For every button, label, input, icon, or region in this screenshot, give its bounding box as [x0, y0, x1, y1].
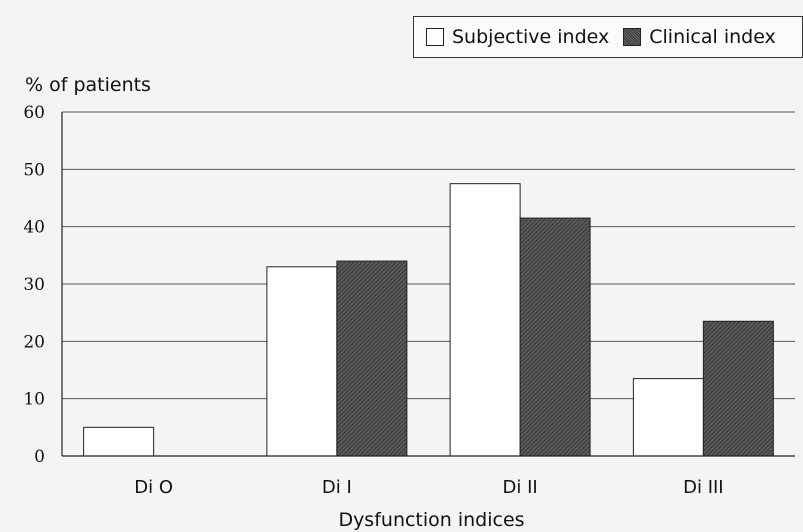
bar-subjective	[449, 183, 521, 457]
x-tick-label: Di III	[683, 477, 724, 498]
bar-clinical	[519, 217, 591, 457]
bar-clinical	[336, 260, 408, 457]
legend: Subjective index Clinical index	[413, 16, 803, 58]
legend-item-clinical: Clinical index	[623, 26, 776, 48]
legend-item-subjective: Subjective index	[426, 26, 609, 48]
y-tick-label: 40	[23, 218, 45, 238]
bar-subjective	[83, 426, 155, 457]
bar-clinical	[702, 320, 774, 457]
x-tick-label: Di I	[322, 477, 352, 498]
y-tick-label: 20	[23, 332, 45, 352]
y-tick-label: 10	[23, 390, 45, 410]
legend-label-clinical: Clinical index	[649, 26, 776, 48]
bar-subjective	[632, 378, 704, 457]
y-axis-label: % of patients	[25, 74, 151, 96]
bar-subjective	[266, 266, 338, 457]
x-tick-label: Di O	[134, 477, 173, 498]
x-axis-label: Dysfunction indices	[338, 509, 525, 531]
legend-swatch-subjective	[426, 28, 444, 46]
x-tick-label: Di II	[503, 477, 538, 498]
axes: 0 10 20 30 40 50 60 Di O Di I Di II Di III	[23, 103, 795, 498]
y-tick-label: 30	[23, 275, 45, 295]
y-tick-label: 60	[23, 103, 45, 123]
y-tick-label: 0	[34, 447, 45, 467]
bars	[83, 183, 774, 457]
y-tick-label: 50	[23, 160, 45, 180]
legend-swatch-clinical	[623, 28, 642, 46]
legend-label-subjective: Subjective index	[452, 26, 610, 48]
